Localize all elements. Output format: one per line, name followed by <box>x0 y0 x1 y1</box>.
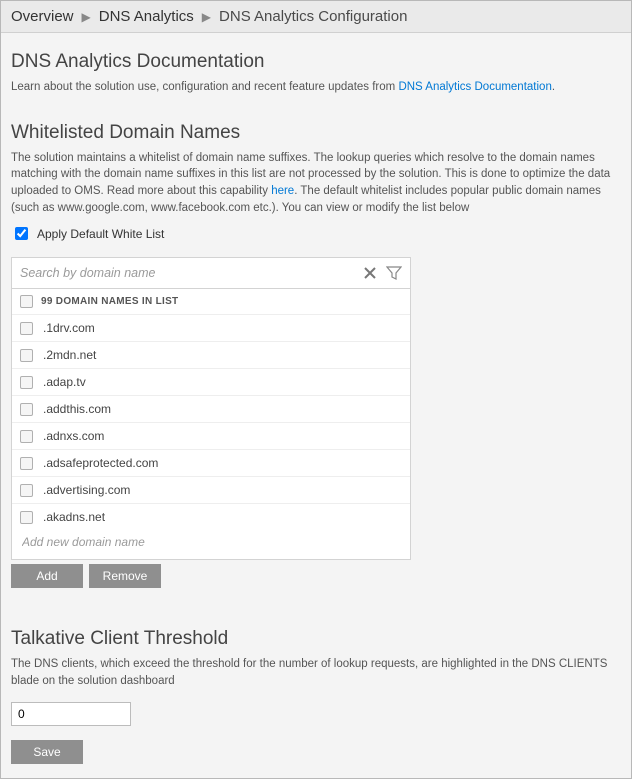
threshold-input[interactable] <box>11 702 131 726</box>
list-item[interactable]: .adap.tv <box>12 369 410 396</box>
apply-default-whitelist-checkbox[interactable] <box>15 227 28 240</box>
domain-list-scroll[interactable]: .1drv.com .2mdn.net .adap.tv .addthis.com .a… <box>12 315 410 525</box>
list-item[interactable]: .addthis.com <box>12 396 410 423</box>
breadcrumb-item-overview[interactable]: Overview <box>11 8 74 25</box>
domain-checkbox[interactable] <box>20 457 33 470</box>
save-button[interactable]: Save <box>11 740 83 764</box>
domain-label: .akadns.net <box>43 510 105 524</box>
breadcrumb-item-current: DNS Analytics Configuration <box>219 8 407 25</box>
domain-label: .adap.tv <box>43 375 86 389</box>
list-item[interactable]: .advertising.com <box>12 477 410 504</box>
threshold-section-desc: The DNS clients, which exceed the thresh… <box>11 656 621 689</box>
threshold-section-title: Talkative Client Threshold <box>11 628 621 650</box>
domain-label: .1drv.com <box>43 321 95 335</box>
whitelist-here-link[interactable]: here <box>271 185 294 197</box>
search-input[interactable] <box>12 258 358 288</box>
domain-checkbox[interactable] <box>20 376 33 389</box>
list-header-row: 99 DOMAIN NAMES IN LIST <box>12 289 410 315</box>
apply-default-whitelist-label: Apply Default White List <box>37 227 164 241</box>
domain-checkbox[interactable] <box>20 322 33 335</box>
remove-button[interactable]: Remove <box>89 564 161 588</box>
list-item[interactable]: .adsafeprotected.com <box>12 450 410 477</box>
list-item[interactable]: .akadns.net <box>12 504 410 525</box>
doc-section-title: DNS Analytics Documentation <box>11 51 621 73</box>
domain-checkbox[interactable] <box>20 403 33 416</box>
breadcrumb-item-dns-analytics[interactable]: DNS Analytics <box>99 8 194 25</box>
domain-checkbox[interactable] <box>20 511 33 524</box>
domain-count-label: 99 DOMAIN NAMES IN LIST <box>41 296 178 307</box>
whitelist-section-title: Whitelisted Domain Names <box>11 122 621 144</box>
add-domain-input[interactable] <box>20 534 402 550</box>
whitelist-section-desc: The solution maintains a whitelist of do… <box>11 150 621 217</box>
doc-desc-text: Learn about the solution use, configurat… <box>11 81 398 93</box>
clear-search-icon[interactable] <box>358 259 382 287</box>
list-item[interactable]: .1drv.com <box>12 315 410 342</box>
config-panel: Overview ▶ DNS Analytics ▶ DNS Analytics… <box>0 0 632 779</box>
breadcrumb: Overview ▶ DNS Analytics ▶ DNS Analytics… <box>1 1 631 33</box>
domain-label: .adsafeprotected.com <box>43 456 158 470</box>
add-button[interactable]: Add <box>11 564 83 588</box>
chevron-right-icon: ▶ <box>202 10 211 24</box>
doc-link[interactable]: DNS Analytics Documentation <box>398 81 551 93</box>
chevron-right-icon: ▶ <box>82 10 91 24</box>
domain-label: .adnxs.com <box>43 429 104 443</box>
domain-checkbox[interactable] <box>20 430 33 443</box>
domain-label: .2mdn.net <box>43 348 96 362</box>
domain-listbox: 99 DOMAIN NAMES IN LIST .1drv.com .2mdn.n… <box>11 257 411 560</box>
domain-checkbox[interactable] <box>20 484 33 497</box>
domain-checkbox[interactable] <box>20 349 33 362</box>
doc-desc-suffix: . <box>552 81 555 93</box>
domain-label: .addthis.com <box>43 402 111 416</box>
list-item[interactable]: .2mdn.net <box>12 342 410 369</box>
doc-section-desc: Learn about the solution use, configurat… <box>11 79 621 96</box>
select-all-checkbox[interactable] <box>20 295 33 308</box>
domain-label: .advertising.com <box>43 483 130 497</box>
list-item[interactable]: .adnxs.com <box>12 423 410 450</box>
filter-icon[interactable] <box>382 259 406 287</box>
